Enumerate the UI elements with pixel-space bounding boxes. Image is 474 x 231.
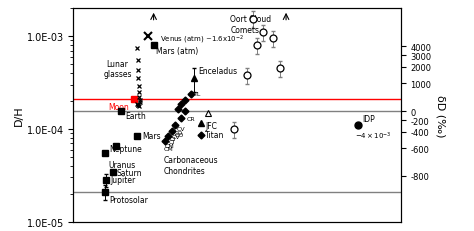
Text: TL: TL xyxy=(194,92,202,97)
Text: $-4\times10^{-3}$: $-4\times10^{-3}$ xyxy=(355,130,392,142)
Text: Enceladus: Enceladus xyxy=(199,67,237,76)
Text: CV: CV xyxy=(172,134,180,139)
Text: CM: CM xyxy=(164,146,173,151)
Text: Mars (atm): Mars (atm) xyxy=(156,47,198,56)
Text: CO: CO xyxy=(174,132,183,137)
Text: CI: CI xyxy=(169,140,175,145)
Text: Lunar
glasses: Lunar glasses xyxy=(103,59,132,79)
Text: Mars: Mars xyxy=(142,131,161,140)
Text: Moon: Moon xyxy=(109,103,129,111)
Text: Saturn: Saturn xyxy=(117,168,143,177)
Text: IDP: IDP xyxy=(362,114,374,123)
Y-axis label: D/H: D/H xyxy=(14,105,24,126)
Text: JFC: JFC xyxy=(205,121,217,130)
Text: Oort Cloud
Comets: Oort Cloud Comets xyxy=(230,15,272,35)
Text: Carbonaceous
Chondrites: Carbonaceous Chondrites xyxy=(164,156,219,175)
Text: Protosolar: Protosolar xyxy=(109,195,148,204)
Text: Uranus: Uranus xyxy=(109,161,136,170)
Y-axis label: δD (‰): δD (‰) xyxy=(435,94,445,137)
Text: CO: CO xyxy=(174,130,183,135)
Text: CR: CR xyxy=(186,116,195,121)
Text: Earth: Earth xyxy=(125,112,146,121)
Text: Titan: Titan xyxy=(205,131,224,140)
Text: CI: CI xyxy=(169,137,175,142)
Text: Neptune: Neptune xyxy=(109,144,142,153)
Text: CV: CV xyxy=(176,127,185,132)
Text: CM: CM xyxy=(165,144,175,149)
Text: Jupiter: Jupiter xyxy=(110,175,136,184)
Text: Venus (atm) ~1.6x10$^{-2}$: Venus (atm) ~1.6x10$^{-2}$ xyxy=(160,34,245,46)
